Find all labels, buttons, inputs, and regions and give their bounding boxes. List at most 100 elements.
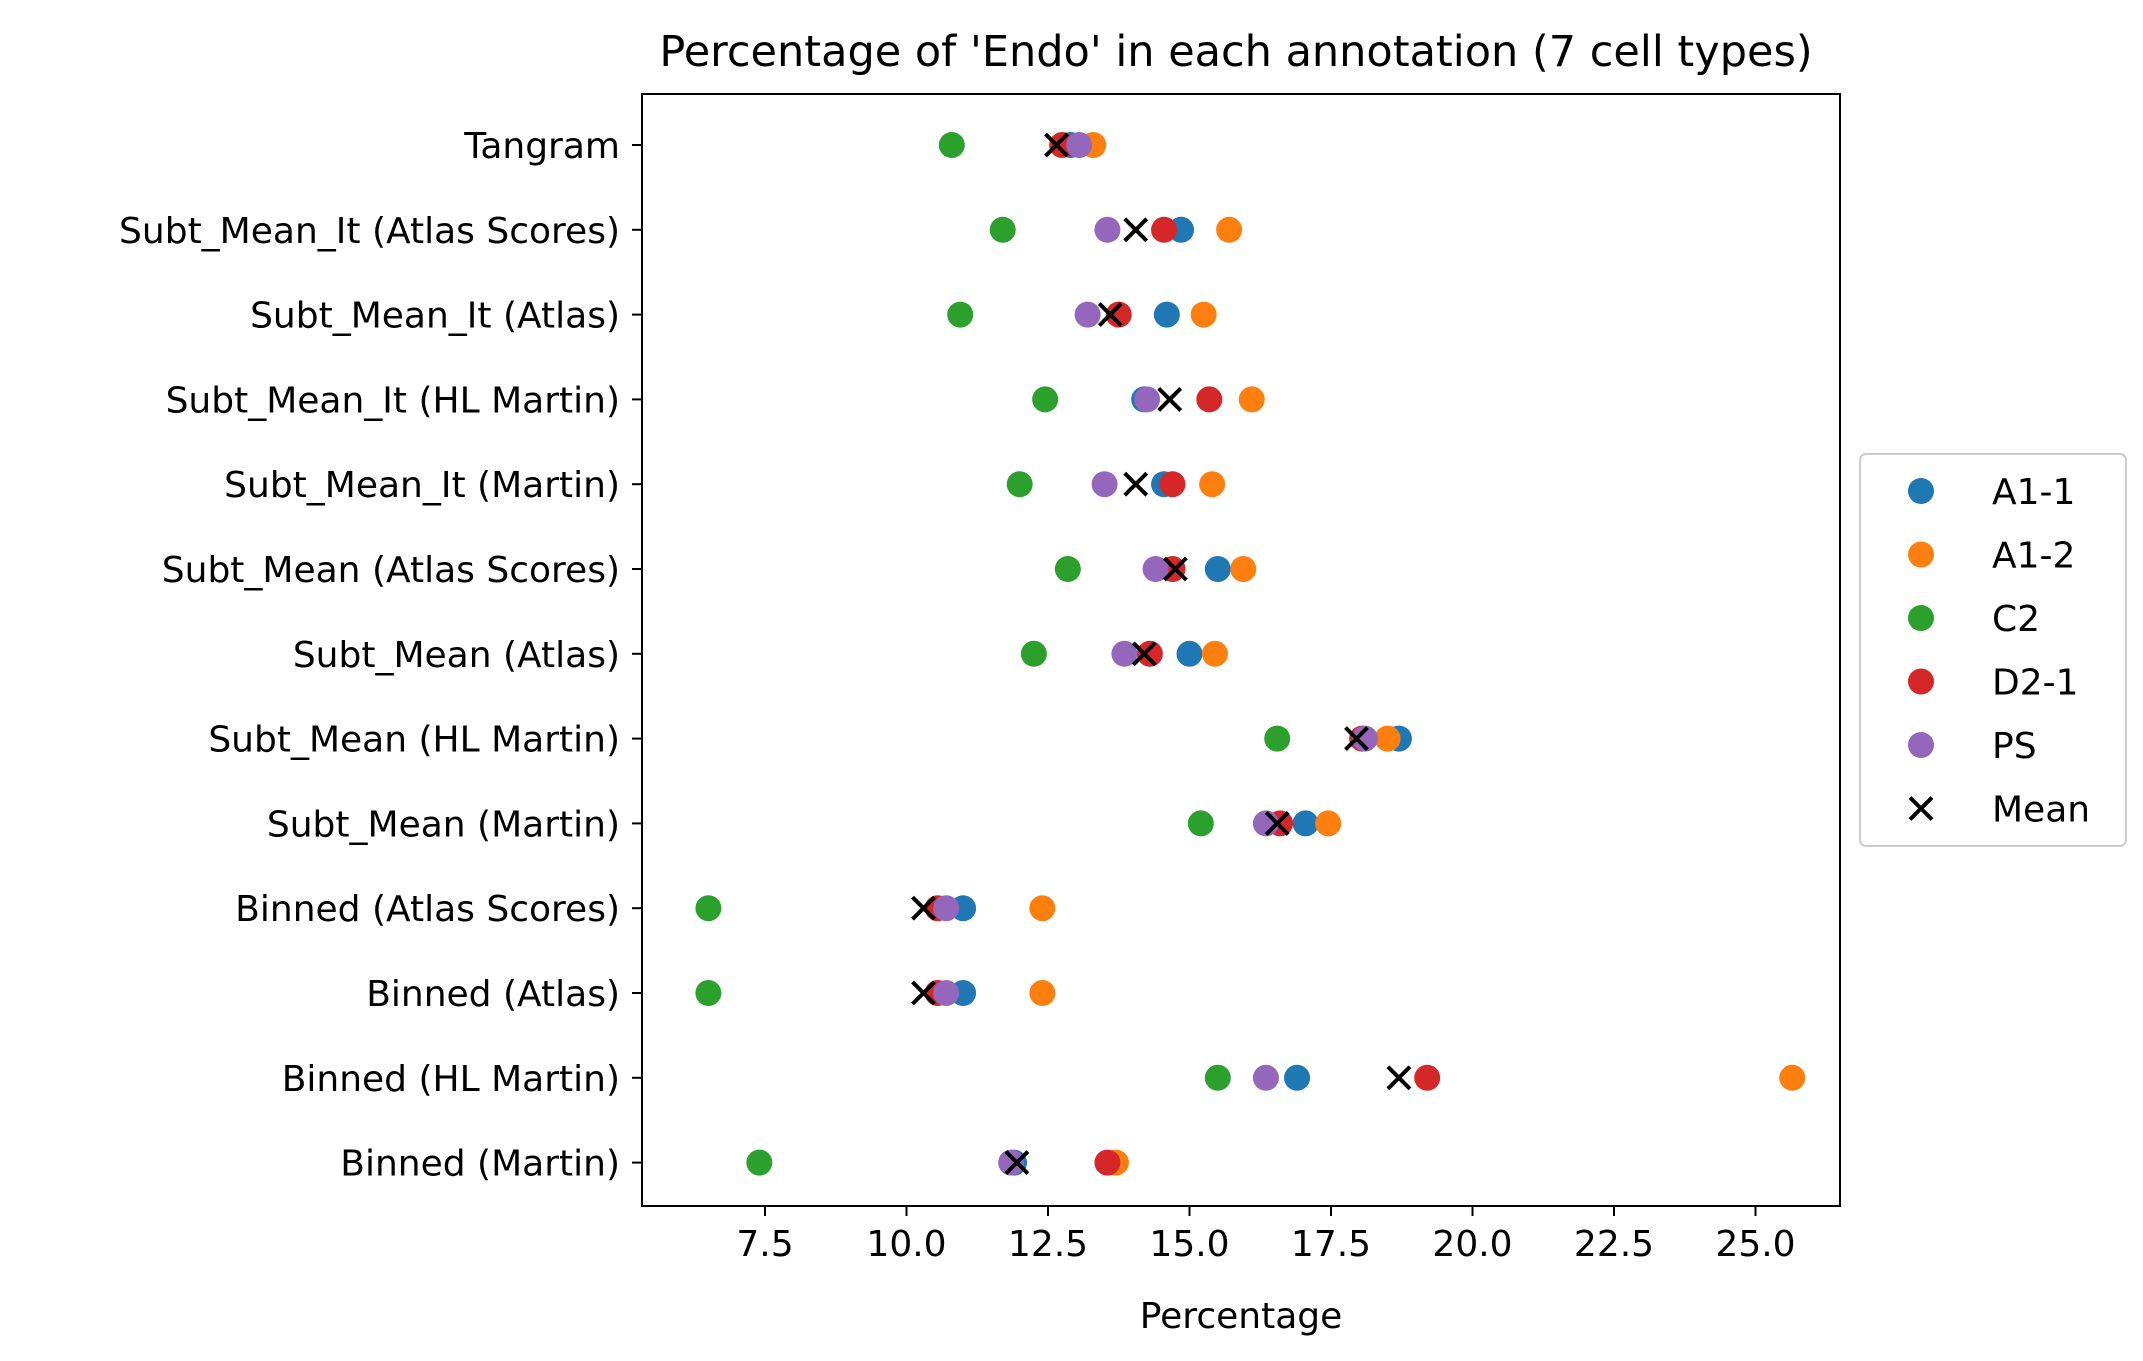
point-c2 [1020, 640, 1047, 667]
point-ps [1094, 216, 1121, 243]
legend-item-d2-1: D2-1 [1908, 663, 2079, 704]
plot-area: 7.5 10.0 12.5 15.0 17.5 20.0 22.5 25.0 Tangram S… [119, 93, 1841, 1265]
x-tick-label: 12.5 [1008, 1224, 1088, 1265]
point-mean [1123, 471, 1149, 497]
point-c2 [1006, 471, 1033, 498]
point-c2 [1264, 725, 1291, 752]
point-c2 [695, 895, 722, 922]
point-a1-2 [1201, 640, 1228, 667]
point-a1-2 [1199, 471, 1226, 498]
point-ps [933, 980, 960, 1006]
legend-marker [1908, 478, 1934, 504]
point-mean [911, 895, 936, 921]
y-tick-label: Binned (Martin) [340, 1144, 620, 1185]
x-tick-label: 17.5 [1291, 1224, 1371, 1265]
point-a1-2 [1374, 725, 1401, 752]
point-mean [1004, 1150, 1030, 1176]
legend-item-a1-2: A1-2 [1908, 536, 2075, 577]
point-c2 [746, 1149, 773, 1176]
y-tick-label: Subt_Mean (Atlas) [293, 635, 620, 676]
point-mean [1131, 641, 1157, 667]
point-d2-1 [1159, 471, 1186, 498]
y-tick-label: Binned (HL Martin) [282, 1059, 620, 1100]
point-a1-1 [1292, 810, 1319, 837]
point-a1-2 [1216, 216, 1243, 243]
y-tick-label: Binned (Atlas Scores) [235, 889, 620, 930]
y-tick-label: Subt_Mean (Martin) [267, 804, 620, 845]
y-tick-label: Subt_Mean_It (Atlas) [250, 296, 620, 337]
point-ps [1074, 301, 1101, 328]
point-a1-1 [1153, 301, 1180, 328]
point-a1-2 [1190, 301, 1217, 328]
x-tick-label: 10.0 [866, 1224, 946, 1265]
x-tick-label: 20.0 [1432, 1224, 1512, 1265]
legend-marker [1908, 668, 1934, 695]
y-tick-label: Subt_Mean_It (HL Martin) [166, 380, 620, 421]
x-tick-label: 25.0 [1715, 1224, 1795, 1265]
legend-marker [1908, 605, 1934, 631]
point-mean [1097, 302, 1123, 328]
y-axis-ticks: Tangram Subt_Mean_It (Atlas Scores) Subt_M… [119, 126, 642, 1185]
legend-item-ps: PS [1908, 726, 2037, 767]
point-d2-1 [1094, 1149, 1121, 1176]
point-c2 [947, 301, 974, 328]
point-ps [933, 895, 960, 922]
chart-title: Percentage of 'Endo' in each annotation … [659, 27, 1812, 77]
point-c2 [989, 216, 1016, 243]
point-c2 [938, 132, 965, 158]
legend-label: C2 [1992, 599, 2040, 640]
point-ps [1111, 640, 1138, 667]
legend-marker [1908, 796, 1934, 821]
legend-label: A1-1 [1992, 472, 2075, 513]
y-tick-label: Subt_Mean_It (Atlas Scores) [119, 211, 620, 252]
legend-label: A1-2 [1992, 536, 2075, 577]
point-a1-1 [1284, 1064, 1311, 1091]
plot-frame [641, 93, 1841, 1207]
x-axis-label: Percentage [1140, 1296, 1343, 1337]
y-tick-label: Binned (Atlas) [366, 974, 620, 1015]
point-d2-1 [1196, 386, 1223, 413]
point-mean [1123, 217, 1149, 243]
point-mean [911, 980, 936, 1006]
point-ps [1142, 556, 1169, 582]
point-d2-1 [1105, 301, 1132, 328]
legend-marker [1908, 541, 1934, 568]
y-tick-label: Subt_Mean (HL Martin) [208, 720, 620, 761]
point-a1-1 [1204, 556, 1231, 582]
point-c2 [1187, 810, 1214, 837]
legend-label: D2-1 [1992, 663, 2079, 704]
point-mean [1157, 386, 1183, 412]
data-points [695, 132, 1806, 1176]
point-a1-2 [1315, 810, 1342, 837]
legend: A1-1 A1-2 C2 D2-1 PS Mean [1859, 453, 2127, 847]
point-mean [1344, 726, 1369, 752]
point-mean [1386, 1065, 1412, 1091]
y-tick-label: Tangram [463, 126, 620, 167]
point-mean [1044, 132, 1069, 158]
legend-label: Mean [1992, 790, 2090, 831]
legend-label: PS [1992, 726, 2037, 767]
point-mean [1264, 810, 1290, 836]
point-a1-1 [1176, 640, 1203, 667]
legend-items: A1-1 A1-2 C2 D2-1 PS Mean [1908, 472, 2090, 831]
point-a1-2 [1779, 1064, 1806, 1091]
point-ps [1351, 725, 1378, 752]
point-d2-1 [1136, 640, 1163, 667]
x-tick-label: 15.0 [1149, 1224, 1229, 1265]
legend-item-mean: Mean [1908, 790, 2090, 831]
point-c2 [1054, 556, 1081, 582]
point-ps [1066, 132, 1093, 158]
point-c2 [695, 980, 722, 1006]
x-tick-label: 22.5 [1574, 1224, 1654, 1265]
point-d2-1 [1151, 216, 1178, 243]
point-mean [1162, 556, 1188, 582]
x-axis-ticks: 7.5 10.0 12.5 15.0 17.5 20.0 22.5 25.0 [736, 1206, 1796, 1265]
point-a1-2 [1238, 386, 1265, 413]
point-ps [1091, 471, 1118, 498]
point-c2 [1032, 386, 1059, 413]
legend-item-a1-1: A1-1 [1908, 472, 2075, 513]
point-c2 [1204, 1064, 1231, 1091]
legend-item-c2: C2 [1908, 599, 2040, 640]
